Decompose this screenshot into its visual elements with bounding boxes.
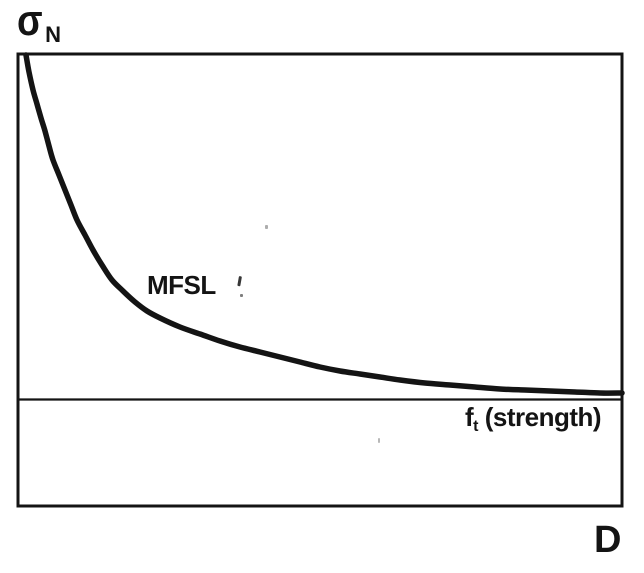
asymptote-label: ft (strength) — [465, 402, 602, 435]
ft-subscript: t — [473, 418, 478, 435]
scan-speck — [240, 294, 243, 297]
scan-speck — [237, 276, 242, 287]
scan-speck — [265, 225, 268, 229]
mfsl-curve — [23, 52, 625, 396]
x-axis-label: D — [594, 519, 622, 561]
sigma-subscript: N — [45, 22, 61, 47]
sigma-symbol: σ — [17, 0, 43, 45]
plot-border-box — [16, 52, 624, 508]
curve-label-mfsl: MFSL — [147, 270, 216, 300]
ft-symbol: f — [465, 402, 474, 432]
strength-text: (strength) — [478, 402, 602, 432]
scan-speck — [378, 438, 380, 443]
